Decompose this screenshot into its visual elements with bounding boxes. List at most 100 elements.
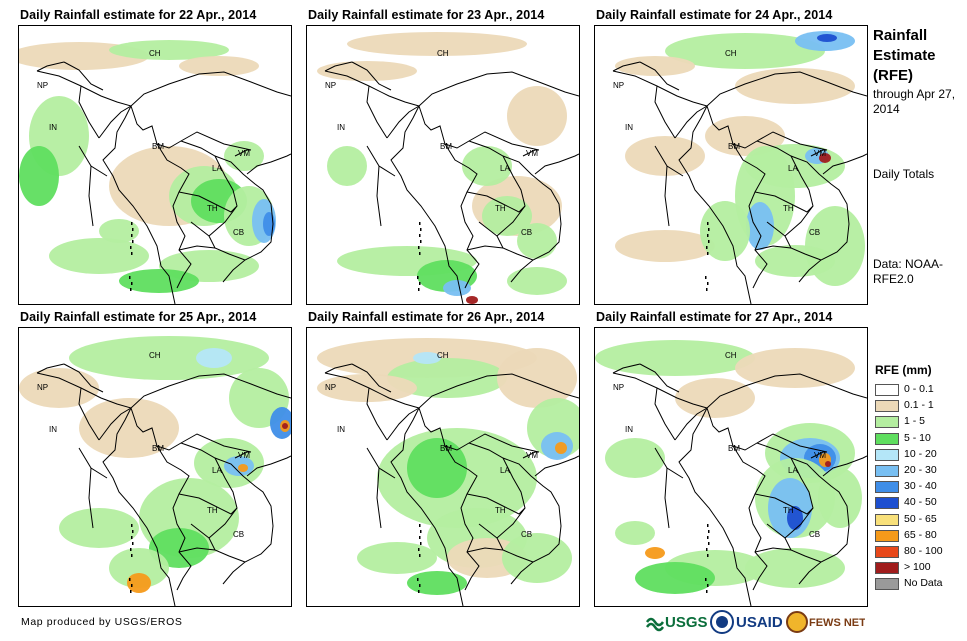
country-border	[351, 61, 392, 91]
rainfall-area	[817, 34, 837, 42]
legend-swatch	[875, 464, 899, 477]
legend-swatch	[875, 384, 899, 396]
country-border	[178, 191, 238, 213]
rainfall-area	[317, 374, 417, 402]
legend-label: No Data	[904, 577, 943, 590]
country-label-np: NP	[325, 81, 336, 90]
legend-label: 65 - 80	[904, 528, 937, 541]
island-mark	[132, 240, 134, 243]
island-mark	[707, 584, 709, 587]
rainfall-area	[238, 464, 248, 472]
country-border	[98, 105, 132, 139]
country-border	[376, 165, 382, 227]
country-border	[63, 61, 104, 91]
country-border	[88, 467, 94, 529]
island-mark	[708, 530, 710, 533]
country-border	[784, 457, 822, 563]
island-mark	[705, 578, 707, 581]
island-mark	[708, 240, 710, 243]
rainfall-area	[787, 506, 803, 530]
island-mark	[706, 288, 708, 291]
legend-label: 0.1 - 1	[904, 399, 934, 412]
country-border	[130, 105, 252, 151]
country-border	[208, 457, 246, 563]
country-border	[366, 85, 388, 139]
country-border	[180, 442, 274, 585]
island-mark	[131, 536, 133, 539]
country-border	[386, 407, 420, 441]
legend-label: 5 - 10	[904, 431, 931, 444]
country-border	[178, 245, 216, 251]
rainfall-area	[282, 423, 288, 429]
country-label-la: LA	[788, 466, 798, 475]
panel-title-24apr: Daily Rainfall estimate for 24 Apr., 201…	[596, 8, 833, 22]
rainfall-area	[825, 461, 831, 467]
rainfall-area	[497, 348, 577, 408]
rainfall-area	[357, 542, 437, 574]
country-border	[754, 547, 792, 553]
country-label-np: NP	[37, 81, 48, 90]
map-panel-27apr: CH NP IN BM LA VM TH CB	[594, 327, 868, 607]
country-border	[36, 372, 132, 409]
island-mark	[132, 228, 134, 231]
map-svg: CH NP IN BM LA VM TH CB	[317, 32, 579, 304]
country-label-in: IN	[625, 425, 633, 434]
legend-swatch	[875, 513, 899, 526]
country-border	[678, 105, 752, 304]
rainfall-area	[99, 219, 139, 243]
map-svg: CH NP IN BM LA VM TH CB	[595, 340, 867, 606]
country-border	[754, 191, 814, 213]
country-label-bm: BM	[440, 142, 452, 151]
legend-label: 10 - 20	[904, 447, 937, 460]
country-label-cb: CB	[809, 530, 820, 539]
rainfall-area	[507, 267, 567, 295]
country-label-vm: VM	[526, 451, 538, 460]
map-svg: CH NP IN BM LA VM TH CB	[19, 40, 291, 304]
rainfall-area	[49, 238, 149, 274]
side-data-source: Data: NOAA-RFE2.0	[873, 257, 944, 286]
legend-swatch	[875, 432, 899, 445]
country-border	[246, 153, 291, 175]
country-border	[664, 467, 670, 529]
island-mark	[129, 578, 131, 581]
island-mark	[706, 590, 708, 593]
map-panel-25apr: CH NP IN BM LA VM TH CB	[18, 327, 292, 607]
map-panel-22apr: CH NP IN BM LA VM TH CB	[18, 25, 292, 305]
legend-label: 40 - 50	[904, 496, 937, 509]
island-mark	[707, 252, 709, 255]
island-mark	[131, 234, 133, 237]
country-label-vm: VM	[238, 149, 250, 158]
rainfall-area	[517, 223, 557, 259]
country-border	[102, 105, 176, 304]
svg-text:FEWS NET: FEWS NET	[809, 617, 865, 629]
rainfall-area	[179, 56, 259, 76]
island-mark	[129, 276, 131, 279]
island-mark	[419, 524, 421, 527]
country-border	[810, 451, 827, 459]
country-border	[178, 493, 238, 515]
country-border	[246, 455, 291, 477]
country-label-ch: CH	[437, 351, 449, 360]
country-label-in: IN	[625, 123, 633, 132]
country-border	[130, 71, 291, 107]
country-border	[522, 451, 539, 459]
country-label-in: IN	[337, 123, 345, 132]
rainfall-area	[19, 368, 99, 408]
country-border	[390, 105, 464, 304]
panel-title-23apr: Daily Rainfall estimate for 23 Apr., 201…	[308, 8, 545, 22]
rainfall-area	[635, 562, 715, 594]
country-border	[78, 387, 100, 441]
country-border	[810, 149, 827, 157]
country-border	[534, 153, 579, 175]
island-mark	[418, 288, 420, 291]
rainfall-area	[502, 533, 572, 583]
map-svg: CH NP IN BM LA VM TH CB	[612, 31, 867, 304]
country-border	[468, 442, 562, 585]
country-border	[98, 407, 132, 441]
country-border	[324, 363, 353, 374]
country-border	[324, 61, 353, 72]
rainfall-area	[755, 245, 835, 277]
country-border	[156, 143, 192, 289]
country-border	[756, 442, 850, 585]
rainfall-area	[675, 378, 755, 418]
